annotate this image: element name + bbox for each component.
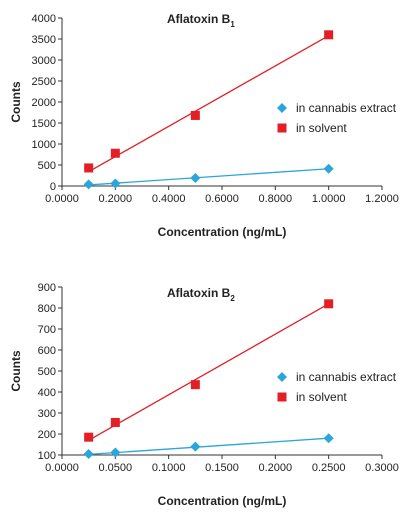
x-tick-label: 0.4000 xyxy=(152,193,186,205)
y-tick-label: 1000 xyxy=(32,139,56,151)
legend-entry: in cannabis extract xyxy=(277,101,397,115)
data-point xyxy=(110,417,120,427)
data-point xyxy=(110,178,121,189)
data-point xyxy=(190,173,201,184)
y-tick-label: 1500 xyxy=(32,118,56,130)
data-point xyxy=(84,432,94,442)
trend-line xyxy=(88,168,329,186)
data-point xyxy=(190,380,200,390)
trend-line xyxy=(88,303,329,441)
y-axis-label: Counts xyxy=(9,81,23,123)
legend-entry: in solvent xyxy=(277,390,347,404)
trend-line xyxy=(88,35,329,173)
series-cannabis-extract xyxy=(83,433,334,459)
y-tick-label: 500 xyxy=(38,366,56,378)
legend-label: in solvent xyxy=(296,121,347,135)
chart-title: Aflatoxin B1 xyxy=(167,12,235,29)
data-point xyxy=(190,110,200,120)
data-point xyxy=(84,163,94,173)
legend-marker xyxy=(277,392,287,402)
y-tick-label: 3500 xyxy=(32,34,56,46)
data-point xyxy=(110,447,121,458)
data-point xyxy=(83,179,94,190)
chart-2: 0.0000 0.0500 0.1000 0.1500 0.2000 0.2500 0.30… xyxy=(9,282,399,508)
y-axis-label: Counts xyxy=(9,350,23,392)
legend-label: in cannabis extract xyxy=(296,370,397,384)
data-point xyxy=(190,441,201,452)
y-tick-label: 800 xyxy=(38,303,56,315)
x-tick-label: 1.2000 xyxy=(365,193,399,205)
x-axis-label: Concentration (ng/mL) xyxy=(158,225,287,239)
data-point xyxy=(324,30,334,40)
data-point xyxy=(323,163,334,174)
y-tick-label: 400 xyxy=(38,387,56,399)
y-tick-label: 600 xyxy=(38,345,56,357)
x-tick-label: 0.0000 xyxy=(45,462,79,474)
trend-line xyxy=(88,437,329,456)
x-tick-label: 0.1000 xyxy=(152,462,186,474)
legend-marker xyxy=(277,123,287,133)
legend-entry: in cannabis extract xyxy=(277,370,397,384)
legend-label: in cannabis extract xyxy=(296,101,397,115)
x-tick-label: 0.1500 xyxy=(205,462,239,474)
y-tick-label: 200 xyxy=(38,429,56,441)
y-tick-label: 4000 xyxy=(32,13,56,25)
series-solvent xyxy=(84,299,334,442)
x-tick-label: 0.2500 xyxy=(312,462,346,474)
x-axis-label: Concentration (ng/mL) xyxy=(158,494,287,508)
x-tick-label: 0.0500 xyxy=(99,462,133,474)
legend-marker xyxy=(277,103,287,113)
x-tick-label: 1.0000 xyxy=(312,193,346,205)
series-cannabis-extract xyxy=(83,163,334,190)
chart-title: Aflatoxin B2 xyxy=(167,286,235,303)
legend-label: in solvent xyxy=(296,390,347,404)
data-point xyxy=(323,433,334,444)
y-tick-label: 900 xyxy=(38,282,56,294)
chart-1: 0.0000 0.2000 0.4000 0.6000 0.8000 1.0000 1.20… xyxy=(9,12,399,239)
data-point xyxy=(324,299,334,309)
legend-entry: in solvent xyxy=(277,121,347,135)
x-tick-label: 0.6000 xyxy=(205,193,239,205)
x-tick-label: 0.2000 xyxy=(99,193,133,205)
y-tick-label: 3000 xyxy=(32,55,56,67)
series-solvent xyxy=(84,30,334,173)
x-tick-label: 0.8000 xyxy=(259,193,293,205)
data-point xyxy=(83,448,94,459)
y-tick-label: 2000 xyxy=(32,97,56,109)
y-tick-label: 100 xyxy=(38,450,56,462)
data-point xyxy=(110,148,120,158)
legend-marker xyxy=(277,372,287,382)
y-tick-label: 700 xyxy=(38,324,56,336)
y-tick-label: 0 xyxy=(50,181,56,193)
x-tick-label: 0.3000 xyxy=(365,462,399,474)
x-tick-label: 0.0000 xyxy=(45,193,79,205)
y-tick-label: 300 xyxy=(38,408,56,420)
y-tick-label: 500 xyxy=(38,160,56,172)
y-tick-label: 2500 xyxy=(32,76,56,88)
x-tick-label: 0.2000 xyxy=(259,462,293,474)
